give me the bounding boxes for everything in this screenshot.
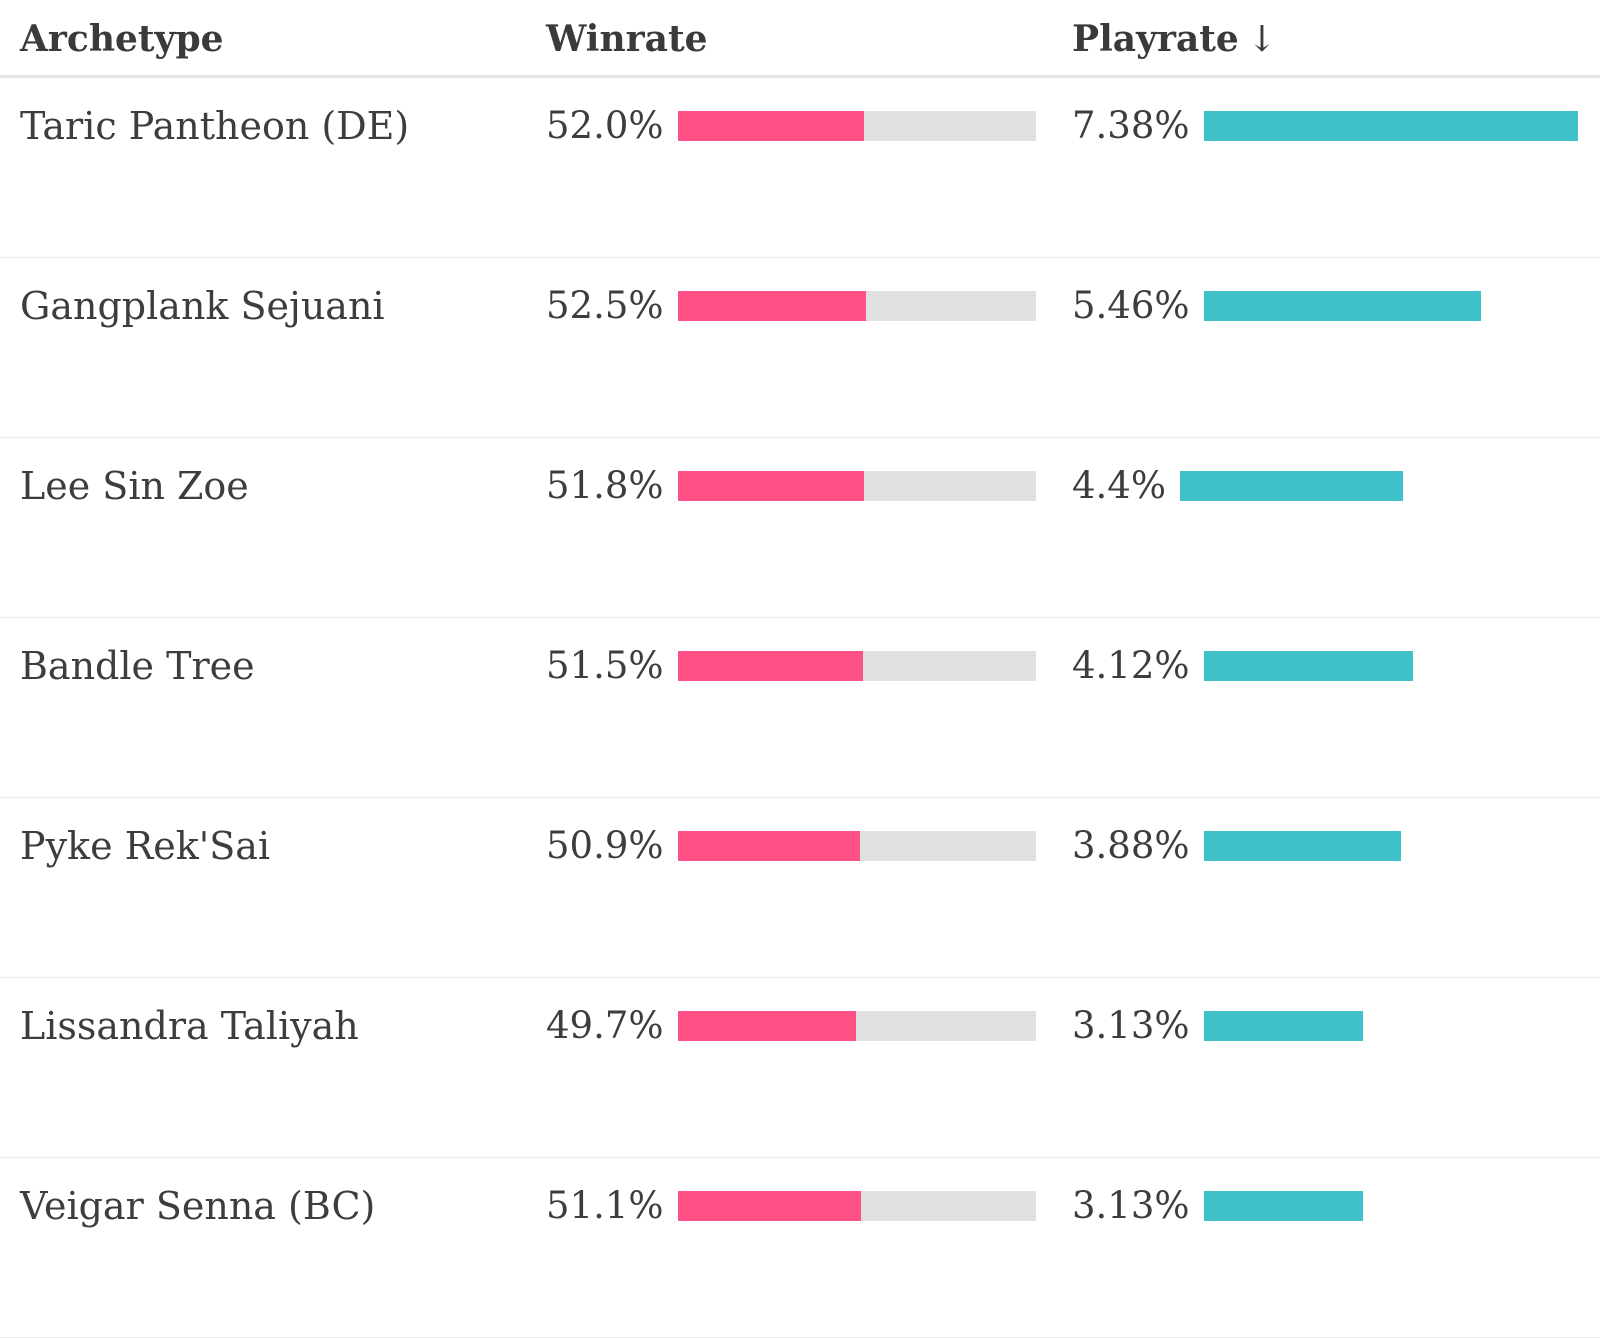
table-row[interactable]: Bandle Tree 51.5% 4.12% <box>0 618 1600 798</box>
winrate-value: 49.7% <box>546 1004 664 1047</box>
winrate-value: 51.1% <box>546 1184 664 1227</box>
playrate-cell: 3.13% <box>1072 978 1600 1157</box>
playrate-metric: 4.4% <box>1072 462 1600 510</box>
winrate-metric: 51.5% <box>546 642 1072 690</box>
playrate-metric: 3.88% <box>1072 822 1600 870</box>
sort-descending-icon: ↓ <box>1246 19 1277 60</box>
winrate-bar-track <box>677 471 1036 501</box>
winrate-bar-fill <box>677 1011 856 1041</box>
playrate-cell: 3.88% <box>1072 798 1600 977</box>
winrate-bar-track <box>677 651 1036 681</box>
playrate-bar <box>1203 291 1481 321</box>
archetype-name: Bandle Tree <box>20 644 255 688</box>
winrate-metric: 52.0% <box>546 102 1072 150</box>
winrate-cell: 52.5% <box>546 258 1072 437</box>
winrate-cell: 51.1% <box>546 1158 1072 1337</box>
playrate-value: 4.4% <box>1072 464 1166 507</box>
winrate-metric: 50.9% <box>546 822 1072 870</box>
archetype-name: Pyke Rek'Sai <box>20 824 271 868</box>
winrate-bar-fill <box>677 111 864 141</box>
archetype-cell: Bandle Tree <box>0 618 546 797</box>
winrate-metric: 51.1% <box>546 1182 1072 1230</box>
playrate-cell: 3.13% <box>1072 1158 1600 1337</box>
winrate-bar-track <box>677 291 1036 321</box>
playrate-metric: 4.12% <box>1072 642 1600 690</box>
playrate-value: 3.13% <box>1072 1004 1190 1047</box>
winrate-cell: 50.9% <box>546 798 1072 977</box>
winrate-bar-track <box>677 111 1036 141</box>
winrate-value: 51.5% <box>546 644 664 687</box>
table-row[interactable]: Veigar Senna (BC) 51.1% 3.13% <box>0 1158 1600 1338</box>
playrate-cell: 4.4% <box>1072 438 1600 617</box>
playrate-bar <box>1203 111 1578 141</box>
winrate-cell: 49.7% <box>546 978 1072 1157</box>
archetype-cell: Lissandra Taliyah <box>0 978 546 1157</box>
playrate-bar <box>1203 651 1413 681</box>
playrate-metric: 7.38% <box>1072 102 1600 150</box>
table-body: Taric Pantheon (DE) 52.0% 7.38% Gangplank S… <box>0 78 1600 1338</box>
winrate-bar-fill <box>677 831 860 861</box>
archetype-cell: Gangplank Sejuani <box>0 258 546 437</box>
winrate-bar-track <box>677 1011 1036 1041</box>
playrate-value: 7.38% <box>1072 104 1190 147</box>
playrate-cell: 7.38% <box>1072 78 1600 257</box>
archetype-cell: Lee Sin Zoe <box>0 438 546 617</box>
playrate-metric: 5.46% <box>1072 282 1600 330</box>
winrate-value: 52.0% <box>546 104 664 147</box>
playrate-header-label: Playrate <box>1072 18 1239 60</box>
table-row[interactable]: Lissandra Taliyah 49.7% 3.13% <box>0 978 1600 1158</box>
winrate-cell: 52.0% <box>546 78 1072 257</box>
winrate-cell: 51.8% <box>546 438 1072 617</box>
column-header-playrate[interactable]: Playrate ↓ <box>1072 0 1600 75</box>
winrate-metric: 49.7% <box>546 1002 1072 1050</box>
archetype-name: Lissandra Taliyah <box>20 1004 359 1048</box>
column-header-winrate[interactable]: Winrate <box>546 0 1072 75</box>
winrate-value: 52.5% <box>546 284 664 327</box>
archetype-name: Taric Pantheon (DE) <box>20 104 410 148</box>
playrate-bar <box>1203 1011 1363 1041</box>
playrate-value: 5.46% <box>1072 284 1190 327</box>
playrate-cell: 4.12% <box>1072 618 1600 797</box>
winrate-bar-fill <box>677 651 863 681</box>
playrate-metric: 3.13% <box>1072 1002 1600 1050</box>
playrate-value: 3.13% <box>1072 1184 1190 1227</box>
table-row[interactable]: Lee Sin Zoe 51.8% 4.4% <box>0 438 1600 618</box>
winrate-metric: 52.5% <box>546 282 1072 330</box>
table-header: Archetype Winrate Playrate ↓ <box>0 0 1600 78</box>
column-header-archetype[interactable]: Archetype <box>0 0 546 75</box>
winrate-bar-fill <box>677 471 864 501</box>
playrate-value: 4.12% <box>1072 644 1190 687</box>
winrate-value: 51.8% <box>546 464 664 507</box>
archetype-header-label: Archetype <box>20 18 224 60</box>
winrate-cell: 51.5% <box>546 618 1072 797</box>
archetype-name: Veigar Senna (BC) <box>20 1184 376 1228</box>
winrate-bar-track <box>677 1191 1036 1221</box>
playrate-bar <box>1203 831 1401 861</box>
winrate-value: 50.9% <box>546 824 664 867</box>
winrate-metric: 51.8% <box>546 462 1072 510</box>
winrate-bar-track <box>677 831 1036 861</box>
playrate-cell: 5.46% <box>1072 258 1600 437</box>
archetype-name: Gangplank Sejuani <box>20 284 385 328</box>
archetype-cell: Veigar Senna (BC) <box>0 1158 546 1337</box>
winrate-bar-fill <box>677 1191 861 1221</box>
playrate-value: 3.88% <box>1072 824 1190 867</box>
table-row[interactable]: Taric Pantheon (DE) 52.0% 7.38% <box>0 78 1600 258</box>
playrate-bar <box>1203 1191 1363 1221</box>
playrate-metric: 3.13% <box>1072 1182 1600 1230</box>
archetype-cell: Pyke Rek'Sai <box>0 798 546 977</box>
table-row[interactable]: Pyke Rek'Sai 50.9% 3.88% <box>0 798 1600 978</box>
archetype-name: Lee Sin Zoe <box>20 464 249 508</box>
winrate-bar-fill <box>677 291 866 321</box>
archetype-cell: Taric Pantheon (DE) <box>0 78 546 257</box>
winrate-header-label: Winrate <box>546 18 708 60</box>
playrate-bar <box>1180 471 1403 501</box>
table-row[interactable]: Gangplank Sejuani 52.5% 5.46% <box>0 258 1600 438</box>
